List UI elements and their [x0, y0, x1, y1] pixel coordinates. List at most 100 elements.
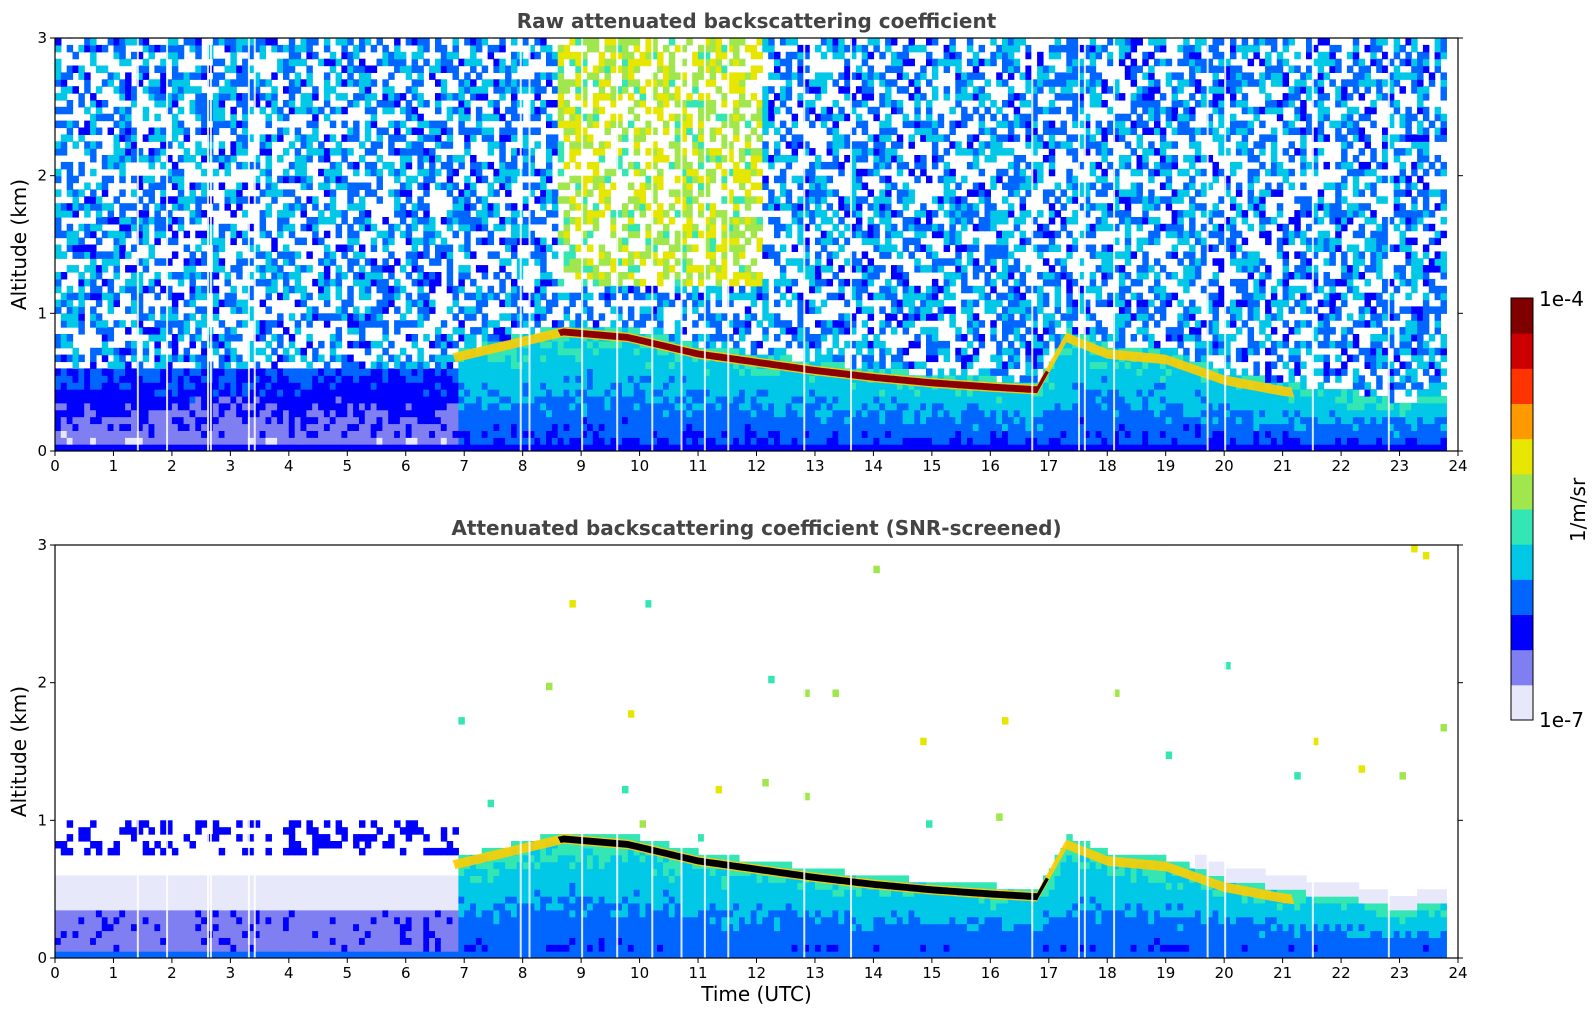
- heatmap-cell: [698, 389, 705, 397]
- heatmap-cell: [364, 106, 372, 115]
- heatmap-cell: [458, 161, 465, 170]
- heatmap-cell: [166, 106, 173, 115]
- heatmap-cell: [142, 265, 150, 273]
- heatmap-cell: [481, 175, 489, 184]
- heatmap-cell: [72, 51, 79, 60]
- heatmap-cell: [698, 189, 705, 197]
- heatmap-cell: [657, 113, 664, 122]
- heatmap-cell: [435, 38, 442, 46]
- heatmap-cell: [236, 368, 243, 376]
- heatmap-cell: [218, 182, 226, 190]
- heatmap-cell: [294, 237, 302, 246]
- heatmap-cell: [271, 285, 278, 294]
- heatmap-cell: [452, 106, 459, 115]
- heatmap-cell: [253, 382, 261, 390]
- heatmap-cell: [622, 38, 629, 46]
- heatmap-cell: [411, 65, 419, 73]
- heatmap-cell: [417, 265, 424, 273]
- heatmap-cell: [335, 72, 343, 80]
- heatmap-cell: [575, 182, 582, 190]
- heatmap-cell: [323, 285, 331, 294]
- heatmap-cell: [744, 395, 752, 404]
- heatmap-cell: [253, 44, 261, 53]
- heatmap-cell: [435, 278, 442, 287]
- heatmap-cell: [166, 38, 173, 46]
- heatmap-cell: [569, 437, 576, 445]
- heatmap-cell: [627, 416, 635, 425]
- heatmap-cell: [236, 161, 243, 170]
- heatmap-cell: [569, 292, 576, 301]
- heatmap-cell: [113, 148, 120, 156]
- heatmap-cell: [692, 168, 699, 177]
- heatmap-cell: [212, 395, 220, 404]
- heatmap-cell: [627, 72, 635, 80]
- heatmap-cell: [277, 127, 284, 135]
- heatmap-cell: [318, 106, 325, 115]
- heatmap-cell: [236, 416, 243, 425]
- heatmap-cell: [323, 251, 331, 259]
- heatmap-cell: [440, 437, 448, 445]
- heatmap-cell: [739, 182, 746, 190]
- heatmap-cell: [598, 395, 606, 404]
- heatmap-cell: [657, 278, 664, 287]
- heatmap-cell: [616, 237, 623, 246]
- heatmap-cell: [405, 299, 413, 308]
- heatmap-cell: [136, 409, 144, 418]
- heatmap-cell: [698, 175, 705, 184]
- heatmap-cell: [417, 375, 424, 383]
- heatmap-cell: [470, 368, 477, 376]
- heatmap-cell: [639, 437, 647, 445]
- heatmap-cell: [598, 182, 606, 190]
- heatmap-cell: [674, 72, 682, 80]
- heatmap-cell: [627, 196, 635, 204]
- heatmap-cell: [668, 368, 676, 376]
- heatmap-cell: [657, 361, 664, 369]
- heatmap-cell: [680, 354, 687, 363]
- heatmap-cell: [674, 120, 682, 129]
- heatmap-cell: [470, 161, 477, 170]
- heatmap-cell: [323, 244, 331, 252]
- heatmap-cell: [528, 395, 535, 404]
- heatmap-cell: [680, 382, 687, 390]
- heatmap-cell: [253, 327, 261, 335]
- heatmap-cell: [376, 320, 383, 328]
- heatmap-cell: [171, 251, 179, 259]
- heatmap-cell: [587, 402, 594, 411]
- heatmap-cell: [721, 389, 728, 397]
- heatmap-cell: [90, 203, 97, 211]
- heatmap-cell: [756, 237, 763, 246]
- heatmap-cell: [575, 382, 582, 390]
- heatmap-cell: [546, 382, 553, 390]
- heatmap-cell: [364, 292, 372, 301]
- heatmap-cell: [639, 251, 647, 259]
- heatmap-cell: [294, 161, 302, 170]
- heatmap-cell: [739, 395, 746, 404]
- heatmap-cell: [101, 430, 109, 438]
- heatmap-cell: [359, 58, 366, 67]
- heatmap-cell: [440, 430, 448, 438]
- heatmap-cell: [125, 416, 132, 425]
- heatmap-cell: [464, 416, 471, 425]
- heatmap-cell: [236, 299, 243, 308]
- heatmap-cell: [125, 230, 132, 239]
- heatmap-cell: [364, 182, 372, 190]
- heatmap-cell: [499, 65, 506, 73]
- heatmap-cell: [189, 368, 196, 376]
- heatmap-cell: [645, 361, 652, 369]
- heatmap-cell: [323, 203, 331, 211]
- heatmap-cell: [692, 134, 699, 142]
- heatmap-cell: [499, 313, 506, 321]
- heatmap-cell: [762, 38, 769, 46]
- heatmap-cell: [493, 168, 500, 177]
- heatmap-cell: [353, 382, 360, 390]
- heatmap-cell: [452, 72, 459, 80]
- heatmap-cell: [592, 340, 600, 349]
- heatmap-cell: [323, 38, 331, 46]
- heatmap-cell: [84, 203, 91, 211]
- heatmap-cell: [446, 402, 454, 411]
- heatmap-cell: [247, 340, 255, 349]
- heatmap-cell: [598, 361, 606, 369]
- heatmap-cell: [557, 354, 565, 363]
- heatmap-cell: [698, 375, 705, 383]
- heatmap-cell: [703, 272, 711, 280]
